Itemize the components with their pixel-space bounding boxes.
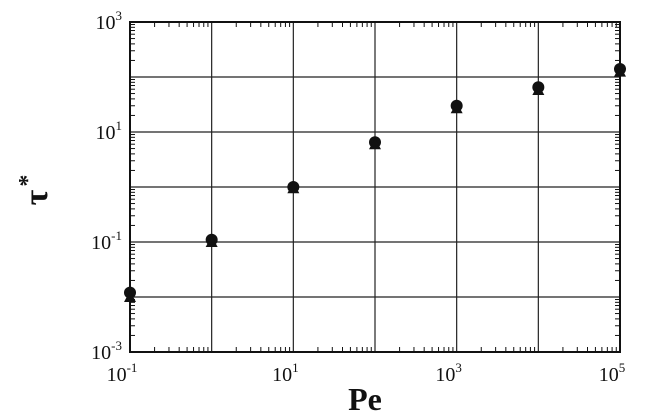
x-tick-label: 103 [435,360,462,386]
svg-text:τ*: τ* [15,175,55,206]
data-point-triangle [532,84,545,96]
data-point-triangle [450,102,463,114]
data-point-triangle [205,236,218,247]
data-point-triangle [287,182,300,194]
y-axis-title-symbol: τ [18,189,55,205]
data-point-triangle [369,138,381,150]
x-tick-label: 105 [599,360,626,386]
y-tick-label: 10-1 [91,228,122,254]
y-tick-label: 10-3 [91,338,122,364]
y-axis-title: τ* [15,175,55,206]
x-tick-label: 101 [272,360,299,386]
y-axis-title-superscript: * [15,175,41,187]
y-tick-label: 101 [96,118,123,144]
grid [129,21,621,353]
data-point-triangle [614,65,626,77]
plot-frame [129,21,621,353]
x-axis-title: Pe [348,381,382,417]
x-tick-label: 10-1 [107,360,138,386]
y-tick-label: 103 [96,8,123,34]
data-point-triangle [124,291,136,302]
data-points [124,62,626,302]
